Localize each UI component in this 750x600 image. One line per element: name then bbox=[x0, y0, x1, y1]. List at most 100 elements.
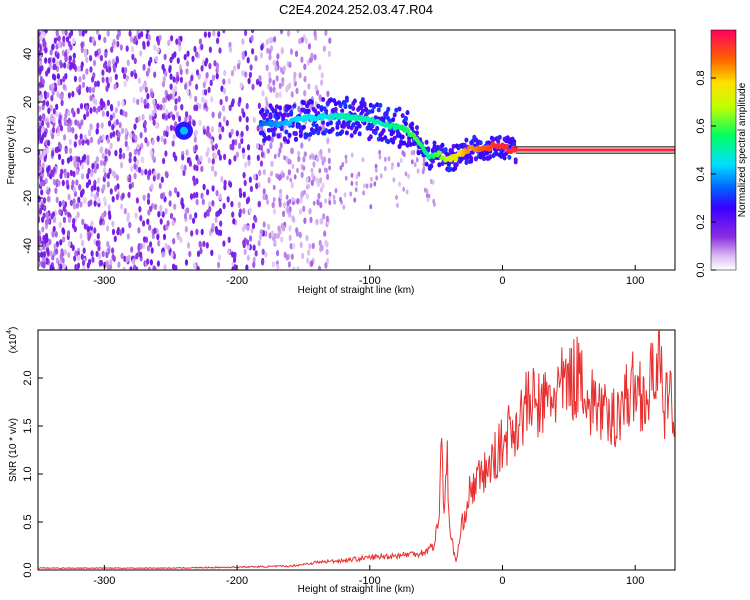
ridge-halo bbox=[274, 104, 279, 110]
noise-speckle bbox=[308, 243, 312, 250]
top-x-axis-label: Height of straight line (km) bbox=[298, 285, 415, 296]
noise-speckle bbox=[288, 159, 292, 165]
noise-speckle bbox=[228, 104, 232, 112]
noise-speckle bbox=[123, 255, 127, 262]
noise-speckle bbox=[243, 248, 247, 256]
noise-speckle bbox=[229, 46, 233, 53]
noise-speckle bbox=[71, 62, 75, 70]
noise-speckle bbox=[156, 35, 160, 43]
noise-speckle bbox=[46, 247, 50, 254]
noise-speckle bbox=[188, 160, 192, 167]
noise-speckle bbox=[55, 257, 60, 264]
noise-speckle bbox=[204, 89, 208, 96]
noise-speckle bbox=[288, 82, 292, 89]
noise-speckle bbox=[183, 213, 187, 220]
bottom-y-axis-label: SNR (10 * v/v) bbox=[8, 418, 19, 482]
noise-speckle bbox=[343, 192, 347, 198]
noise-speckle bbox=[222, 87, 226, 95]
noise-speckle bbox=[230, 200, 234, 208]
ridge-halo bbox=[321, 97, 326, 102]
ridge-halo bbox=[268, 112, 273, 118]
noise-speckle bbox=[163, 53, 167, 61]
noise-speckle bbox=[178, 45, 182, 52]
chart-title: C2E4.2024.252.03.47.R04 bbox=[279, 2, 433, 17]
noise-speckle bbox=[288, 198, 292, 204]
noise-speckle bbox=[282, 201, 286, 209]
noise-speckle bbox=[172, 76, 176, 83]
noise-speckle bbox=[240, 137, 244, 145]
noise-speckle bbox=[52, 216, 57, 224]
ridge-halo bbox=[403, 116, 408, 122]
noise-speckle bbox=[151, 154, 155, 161]
noise-speckle bbox=[313, 54, 317, 61]
ridge-halo bbox=[370, 108, 375, 114]
noise-speckle bbox=[122, 152, 126, 160]
noise-speckle bbox=[52, 116, 56, 124]
noise-speckle bbox=[268, 77, 272, 84]
noise-speckle bbox=[242, 152, 246, 160]
noise-speckle bbox=[211, 144, 215, 151]
ridge-halo bbox=[488, 154, 493, 160]
noise-speckle bbox=[62, 216, 66, 224]
noise-speckle bbox=[42, 261, 46, 269]
noise-speckle bbox=[350, 172, 354, 178]
noise-speckle bbox=[231, 139, 235, 146]
noise-speckle bbox=[161, 251, 165, 258]
noise-speckle bbox=[86, 172, 90, 180]
noise-speckle bbox=[290, 182, 294, 189]
noise-speckle bbox=[72, 198, 76, 205]
noise-speckle bbox=[115, 118, 119, 126]
noise-speckle bbox=[379, 173, 383, 179]
noise-speckle bbox=[51, 150, 55, 157]
noise-speckle bbox=[208, 205, 212, 213]
ridge-halo bbox=[381, 116, 386, 122]
noise-speckle bbox=[41, 226, 45, 233]
noise-speckle bbox=[130, 165, 134, 172]
noise-speckle bbox=[218, 193, 222, 200]
noise-speckle bbox=[56, 126, 60, 133]
noise-speckle bbox=[276, 232, 280, 239]
noise-speckle bbox=[154, 203, 158, 210]
noise-speckle bbox=[315, 218, 319, 226]
noise-speckle bbox=[194, 95, 198, 103]
noise-speckle bbox=[188, 250, 192, 258]
noise-speckle bbox=[205, 242, 209, 249]
noise-speckle bbox=[74, 133, 78, 140]
ridge-halo bbox=[357, 123, 362, 129]
noise-speckle bbox=[300, 36, 304, 44]
noise-speckle bbox=[69, 199, 73, 206]
noise-speckle bbox=[51, 83, 55, 90]
noise-speckle bbox=[53, 37, 57, 44]
ridge-halo bbox=[333, 106, 338, 112]
noise-speckle bbox=[272, 86, 276, 93]
noise-speckle bbox=[184, 259, 189, 266]
noise-speckle bbox=[172, 238, 176, 245]
noise-speckle bbox=[361, 157, 365, 163]
noise-speckle bbox=[189, 193, 194, 200]
noise-speckle bbox=[399, 158, 403, 164]
noise-speckle bbox=[272, 197, 276, 203]
noise-speckle bbox=[67, 193, 71, 201]
ridge-halo bbox=[399, 141, 404, 147]
noise-speckle bbox=[40, 189, 44, 196]
noise-speckle bbox=[124, 111, 128, 118]
noise-speckle bbox=[287, 30, 291, 37]
noise-speckle bbox=[153, 44, 157, 51]
noise-speckle bbox=[139, 243, 143, 250]
ridge-halo bbox=[344, 97, 349, 103]
noise-speckle bbox=[249, 185, 253, 193]
noise-speckle bbox=[279, 142, 283, 149]
y-scale-base: (x10 bbox=[8, 333, 19, 353]
noise-speckle bbox=[38, 95, 42, 102]
ridge-halo bbox=[340, 129, 345, 135]
noise-speckle bbox=[55, 103, 59, 111]
noise-speckle bbox=[71, 127, 75, 134]
colorbar-tick-label: 0.2 bbox=[695, 214, 707, 229]
ridge-halo bbox=[271, 132, 276, 138]
noise-speckle bbox=[269, 171, 273, 177]
noise-speckle bbox=[285, 156, 289, 163]
noise-speckle bbox=[275, 75, 279, 82]
noise-speckle bbox=[113, 235, 117, 242]
noise-speckle bbox=[96, 122, 100, 129]
